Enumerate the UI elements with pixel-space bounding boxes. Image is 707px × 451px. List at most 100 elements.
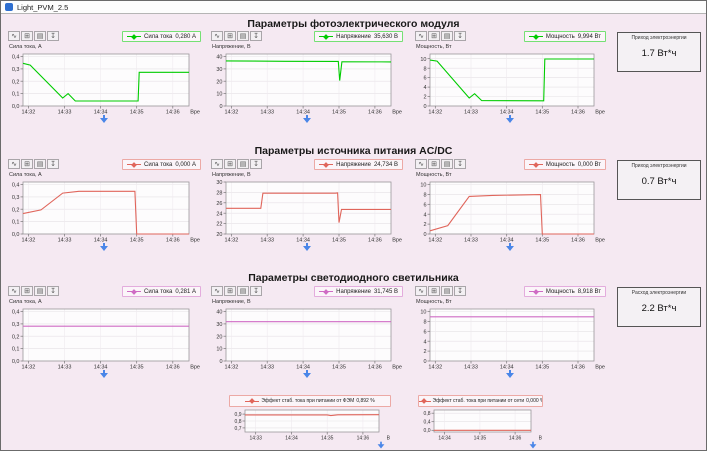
graph-export-icon[interactable]: ↧ [47,31,59,41]
plot-legend[interactable]: Мощность 8,918 Вт [523,286,606,297]
plot-area[interactable]: 0,0 0,1 0,2 0,3 0,4 14:32 14:33 14:34 14:35 14:36… [7,306,201,370]
plot-area[interactable]: 20 22 24 26 28 30 14:32 14:33 14:34 14:35 14:36 Вре [210,179,403,243]
graph-cursor-icon[interactable]: ∿ [211,159,223,169]
plot-area[interactable]: 0 2 4 6 8 10 14:32 14:33 14:34 14:35 14:36 Вре [414,179,606,243]
graph-toolbar: ∿ ⊞ ▤ ↧ [414,159,466,169]
graph-cursor-icon[interactable]: ∿ [8,31,20,41]
scroll-down-arrow-icon[interactable] [506,243,515,252]
window-titlebar[interactable]: Light_PVM_2.5 [1,1,706,14]
graph-cursor-icon[interactable]: ∿ [211,31,223,41]
svg-text:0,8: 0,8 [424,411,431,417]
graph-report-icon[interactable]: ▤ [237,286,249,296]
plot-legend[interactable]: Напряжение 24,734 В [314,159,403,170]
svg-text:0,4: 0,4 [424,420,431,426]
scroll-down-arrow-icon[interactable] [377,441,385,450]
y-axis-label: Сила тока, А [9,44,42,50]
plot-legend[interactable]: Мощность 9,994 Вт [523,31,606,42]
svg-text:14:33: 14:33 [464,238,478,244]
plot-legend[interactable]: Напряжение 35,630 В [314,31,403,42]
graph-report-icon[interactable]: ▤ [34,286,46,296]
chart-panel: ∿ ⊞ ▤ ↧ Напряжение 35,630 В Напряжение, … [210,31,403,131]
graph-report-icon[interactable]: ▤ [237,31,249,41]
graph-export-icon[interactable]: ↧ [47,286,59,296]
svg-text:0: 0 [219,359,222,365]
svg-text:14:33: 14:33 [58,238,72,244]
graph-report-icon[interactable]: ▤ [34,159,46,169]
graph-export-icon[interactable]: ↧ [250,159,262,169]
scroll-down-arrow-icon[interactable] [100,370,109,379]
graph-zoom-icon[interactable]: ⊞ [428,159,440,169]
graph-export-icon[interactable]: ↧ [454,159,466,169]
graph-cursor-icon[interactable]: ∿ [8,159,20,169]
svg-text:10: 10 [420,310,426,316]
graph-export-icon[interactable]: ↧ [454,31,466,41]
app-icon [5,3,13,11]
scroll-down-arrow-icon[interactable] [506,370,515,379]
svg-text:0,7: 0,7 [235,426,242,432]
svg-text:В: В [387,436,391,442]
scroll-down-arrow-icon[interactable] [529,441,537,450]
plot-legend[interactable]: Сила тока 0,280 А [122,31,201,42]
graph-zoom-icon[interactable]: ⊞ [224,31,236,41]
graph-zoom-icon[interactable]: ⊞ [224,286,236,296]
graph-zoom-icon[interactable]: ⊞ [428,286,440,296]
svg-text:2: 2 [423,222,426,228]
svg-text:14:34: 14:34 [438,436,451,442]
chart-panel: ∿ ⊞ ▤ ↧ Сила тока 0,000 А Сила тока, А 0… [7,159,201,259]
graph-report-icon[interactable]: ▤ [441,286,453,296]
scroll-down-arrow-icon[interactable] [302,115,311,124]
svg-text:0,9: 0,9 [235,412,242,418]
plot-legend[interactable]: Сила тока 0,281 А [122,286,201,297]
plot-legend[interactable]: Напряжение 31,745 В [314,286,403,297]
graph-zoom-icon[interactable]: ⊞ [224,159,236,169]
scroll-down-arrow-icon[interactable] [506,115,515,124]
plot-legend[interactable]: Эффект стаб. тока при питании от ФЭМ 0,8… [229,395,391,407]
svg-text:0,0: 0,0 [424,428,431,434]
plot-legend[interactable]: Сила тока 0,000 А [122,159,201,170]
svg-text:14:33: 14:33 [260,365,274,371]
graph-cursor-icon[interactable]: ∿ [8,286,20,296]
svg-text:24: 24 [216,211,222,217]
plot-area[interactable]: 0,0 0,4 0,8 14:34 14:35 14:36 В [418,407,543,441]
plot-area[interactable]: 0,0 0,1 0,2 0,3 0,4 14:32 14:33 14:34 14:35 14:36… [7,179,201,243]
graph-zoom-icon[interactable]: ⊞ [21,286,33,296]
scroll-down-arrow-icon[interactable] [302,243,311,252]
scroll-down-arrow-icon[interactable] [100,115,109,124]
svg-text:0: 0 [423,232,426,238]
svg-text:14:34: 14:34 [94,110,108,116]
plot-area[interactable]: 0 2 4 6 8 10 14:32 14:33 14:34 14:35 14:36 Вре [414,51,606,115]
svg-text:10: 10 [216,92,222,98]
graph-cursor-icon[interactable]: ∿ [415,286,427,296]
graph-export-icon[interactable]: ↧ [250,286,262,296]
svg-text:0,1: 0,1 [12,347,20,353]
graph-cursor-icon[interactable]: ∿ [415,159,427,169]
graph-zoom-icon[interactable]: ⊞ [428,31,440,41]
graph-zoom-icon[interactable]: ⊞ [21,31,33,41]
chart-panel: ∿ ⊞ ▤ ↧ Мощность 0,000 Вт Мощность, Вт 0… [414,159,606,259]
graph-export-icon[interactable]: ↧ [250,31,262,41]
graph-cursor-icon[interactable]: ∿ [211,286,223,296]
svg-text:14:35: 14:35 [474,436,487,442]
svg-text:14:35: 14:35 [535,365,549,371]
scroll-down-arrow-icon[interactable] [100,243,109,252]
plot-area[interactable]: 0,0 0,1 0,2 0,3 0,4 14:32 14:33 14:34 14:35 14:36… [7,51,201,115]
graph-report-icon[interactable]: ▤ [34,31,46,41]
graph-export-icon[interactable]: ↧ [454,286,466,296]
graph-toolbar: ∿ ⊞ ▤ ↧ [414,286,466,296]
graph-cursor-icon[interactable]: ∿ [415,31,427,41]
graph-report-icon[interactable]: ▤ [441,31,453,41]
graph-zoom-icon[interactable]: ⊞ [21,159,33,169]
plot-area[interactable]: 0,7 0,8 0,9 14:33 14:34 14:35 14:36 В [229,407,391,441]
plot-legend[interactable]: Эффект стаб. тока при питании от сети 0,… [418,395,543,407]
graph-export-icon[interactable]: ↧ [47,159,59,169]
svg-text:14:36: 14:36 [571,238,585,244]
scroll-down-arrow-icon[interactable] [302,370,311,379]
graph-report-icon[interactable]: ▤ [237,159,249,169]
legend-value: 0,892 % [356,398,375,404]
plot-legend[interactable]: Мощность 0,000 Вт [523,159,606,170]
svg-text:14:34: 14:34 [94,238,108,244]
plot-area[interactable]: 0 10 20 30 40 14:32 14:33 14:34 14:35 14:36 Вре [210,306,403,370]
plot-area[interactable]: 0 2 4 6 8 10 14:32 14:33 14:34 14:35 14:36 Вре [414,306,606,370]
graph-report-icon[interactable]: ▤ [441,159,453,169]
plot-area[interactable]: 0 10 20 30 40 14:32 14:33 14:34 14:35 14:36 Вре [210,51,403,115]
